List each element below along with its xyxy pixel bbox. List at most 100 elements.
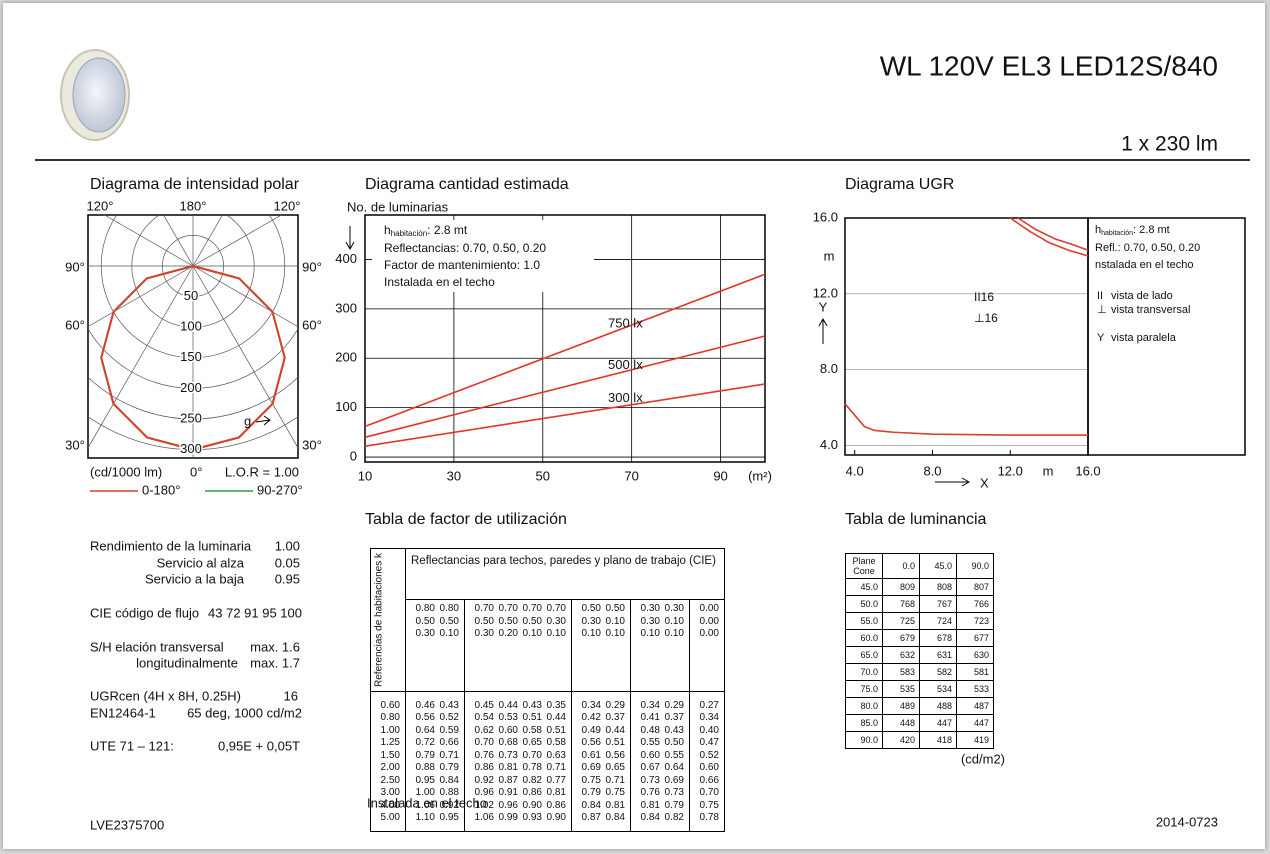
y-tick-label: 12.0	[813, 285, 838, 300]
table-value: 0.63	[546, 749, 566, 761]
table-value: 0.90	[546, 812, 566, 824]
ugr-annotation: ⊥16	[974, 311, 998, 325]
note: Factor de mantenimiento: 1.0	[384, 258, 540, 272]
spec-value: 16	[284, 688, 298, 703]
spec-label: longitudinalmente	[136, 655, 238, 670]
table-value: 0.44	[546, 712, 566, 724]
ugr-curve	[1009, 217, 1089, 257]
y-tick-label: 400	[335, 251, 357, 266]
value-line: 0.60 0.55	[636, 750, 684, 763]
k-value: 1.25	[380, 737, 400, 749]
table-value: 0.71	[439, 749, 459, 761]
radial-line	[103, 215, 194, 267]
legend-label: 90-270°	[257, 482, 303, 497]
table-value: 0.45	[474, 699, 494, 711]
luminance-value: 768	[882, 595, 920, 613]
luminance-table: Plane Cone 0.0 45.0 90.0 45.0 809 808 807 50.0 768…	[845, 553, 994, 749]
value-line: 0.92 0.87 0.82 0.77	[470, 775, 566, 788]
table-value: 0.84	[640, 812, 660, 824]
table-value: 0.95	[439, 812, 459, 824]
table-value: 0.27	[699, 699, 719, 711]
value-line: 0.27	[695, 700, 719, 713]
table-row: 0.60 0.80 1.00 1.25 1.50 2.00 2.50 3.00 4.00 5.00…	[370, 690, 725, 832]
radius-label: 150	[180, 349, 202, 364]
table-value: 0.92	[474, 774, 494, 786]
polar-lor: L.O.R = 1.00	[225, 464, 299, 479]
table-value: 0.59	[439, 724, 459, 736]
corner-label: Cone	[853, 566, 875, 576]
product-title: WL 120V EL3 LED12S/840	[880, 50, 1218, 81]
legend-symbol: ⊥	[1097, 304, 1107, 316]
table-value: 0.73	[640, 774, 660, 786]
table-value: 0.52	[699, 749, 719, 761]
k-value: 4.00	[380, 799, 400, 811]
table-value: 0.00	[699, 615, 719, 627]
table-unit: (cd/m2)	[961, 751, 1005, 766]
table-value: 0.79	[415, 749, 435, 761]
polar-g-label: g	[244, 413, 251, 428]
luminance-value: 808	[919, 578, 957, 596]
legend-frame	[1087, 217, 1246, 456]
y-tick-label: 8.0	[820, 361, 838, 376]
table-value: 0.10	[546, 628, 566, 640]
luminance-value: 725	[882, 612, 920, 630]
value-group: 0.27 0.34 0.40 0.47 0.52 0.60 0.66 0.70 0.75 0.78	[689, 690, 725, 832]
luminance-value: 534	[919, 680, 957, 698]
notes-bg	[372, 220, 594, 292]
plane-header: 0.0	[882, 553, 920, 579]
value-line: 0.69 0.65	[577, 762, 625, 775]
radius-circle	[88, 376, 298, 420]
y-unit: m	[824, 248, 835, 263]
spec-value: 43 72 91 95 100	[208, 605, 302, 620]
table-row: 60.0 679 678 677	[845, 629, 994, 647]
table-row: 85.0 448 447 447	[845, 714, 994, 732]
radial-line	[192, 215, 283, 267]
table-value: 0.10	[664, 615, 684, 627]
k-value: 5.00	[380, 812, 400, 824]
table-value: 0.55	[640, 737, 660, 749]
table-value: 0.10	[640, 628, 660, 640]
table-value: 0.66	[699, 774, 719, 786]
x-tick-label: 50	[536, 468, 550, 483]
table-value: 0.53	[498, 712, 518, 724]
y-arrow	[818, 317, 828, 344]
table-value: 0.86	[522, 787, 542, 799]
spec-label: UTE 71 – 121:	[90, 738, 174, 753]
spec-value: 65 deg, 1000 cd/m2	[187, 705, 302, 720]
value-line: 0.81 0.79	[636, 800, 684, 813]
table-value: 0.50	[522, 615, 542, 627]
table-row: 45.0 809 808 807	[845, 578, 994, 596]
table-value: 0.64	[415, 724, 435, 736]
luminance-value: 420	[882, 731, 920, 749]
y-label: Y	[819, 299, 828, 314]
table-value: 0.34	[640, 699, 660, 711]
section-title: Diagrama de intensidad polar	[90, 176, 300, 193]
table-value: 0.48	[640, 724, 660, 736]
value-line: 0.34 0.29	[577, 700, 625, 713]
y-tick-label: 100	[335, 399, 357, 414]
k-line: 1.00	[376, 725, 400, 738]
table-row: 80.0 489 488 487	[845, 697, 994, 715]
table-value: 0.46	[415, 699, 435, 711]
table-value: 0.77	[546, 774, 566, 786]
x-tick-label: 8.0	[923, 463, 941, 478]
value-line: 0.41 0.37	[636, 712, 684, 725]
value-line: 0.47	[695, 737, 719, 750]
table-row: 75.0 535 534 533	[845, 680, 994, 698]
angle-label: 120°	[274, 198, 301, 213]
value-line: 0.54 0.53 0.51 0.44	[470, 712, 566, 725]
k-line: 0.60	[376, 700, 400, 713]
value-line: 0.80 0.80	[411, 603, 459, 616]
value-line: 0.42 0.37	[577, 712, 625, 725]
line-label: 300 lx	[608, 390, 643, 405]
angle-label: 120°	[87, 198, 114, 213]
table-value: 0.10	[605, 628, 625, 640]
table-value: 0.37	[605, 712, 625, 724]
g-arrow	[255, 415, 271, 426]
x-arrow	[935, 477, 971, 487]
table-value: 0.50	[439, 615, 459, 627]
luminance-value: 533	[956, 680, 994, 698]
legend-label: vista paralela	[1111, 332, 1177, 344]
table-row: Plane Cone 0.0 45.0 90.0	[845, 553, 994, 579]
k-value: 0.60	[380, 699, 400, 711]
